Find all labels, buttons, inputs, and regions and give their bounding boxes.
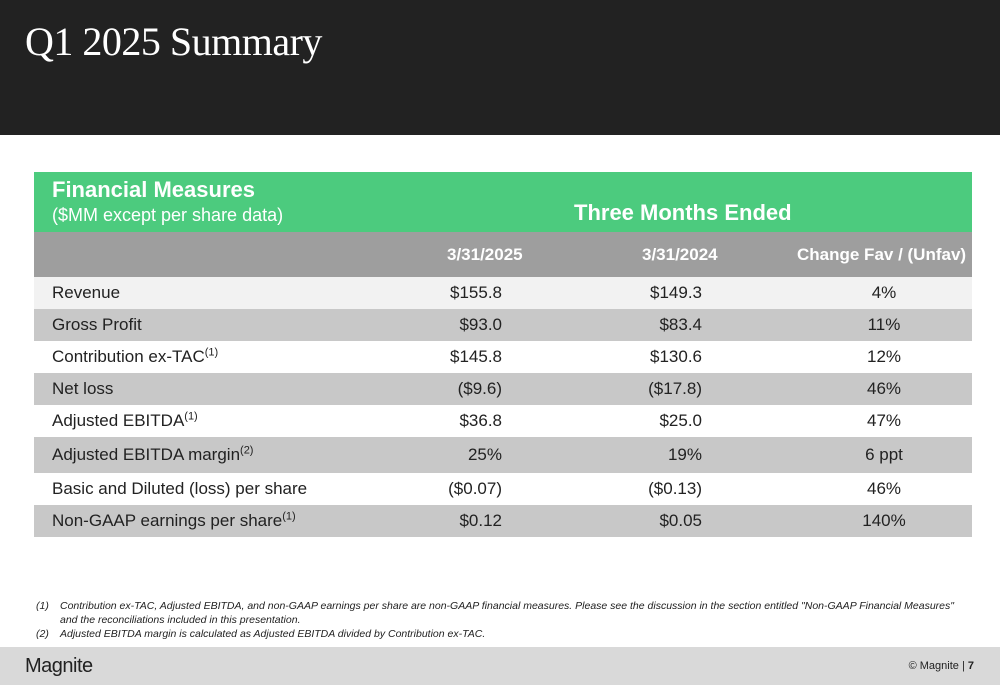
row-label-text: Gross Profit — [52, 315, 142, 334]
value-2024: 19% — [667, 445, 702, 464]
value-2024: ($0.13) — [648, 479, 702, 498]
value-2025: ($9.6) — [457, 379, 502, 398]
row-label: Adjusted EBITDA margin(2) — [52, 445, 253, 465]
table-title: Financial Measures — [52, 177, 255, 202]
value-2025: $0.12 — [459, 511, 502, 530]
value-change: 11% — [867, 315, 901, 334]
footnote-ref: (2) — [240, 444, 254, 457]
footnote-ref: (1) — [282, 510, 296, 523]
row-label: Non-GAAP earnings per share(1) — [52, 511, 296, 531]
row-label: Contribution ex-TAC(1) — [52, 347, 218, 367]
value-2024: $25.0 — [659, 411, 702, 430]
footnote-ref: (1) — [184, 410, 198, 423]
period-header: Three Months Ended — [574, 200, 792, 225]
row-label: Revenue — [52, 283, 120, 303]
value-change: 12% — [866, 347, 902, 366]
value-2024: $149.3 — [650, 283, 702, 302]
row-label-text: Non-GAAP earnings per share — [52, 511, 283, 530]
value-change: 6 ppt — [865, 445, 903, 464]
footnote-1: (1) Contribution ex-TAC, Adjusted EBITDA… — [36, 599, 966, 627]
page-number: 7 — [967, 660, 974, 672]
row-label: Gross Profit — [52, 315, 142, 335]
table-subtitle: ($MM except per share data) — [52, 205, 284, 225]
magnite-logo: Magnite — [25, 655, 93, 677]
table-title-band: Financial Measures ($MM except per share… — [34, 172, 972, 232]
financial-measures-table: Financial Measures ($MM except per share… — [34, 172, 972, 537]
value-2025: $93.0 — [459, 315, 502, 334]
row-label-text: Contribution ex-TAC — [52, 347, 205, 366]
value-2024: $130.6 — [650, 347, 702, 366]
column-header-2025: 3/31/2025 — [447, 245, 523, 264]
value-2025: $155.8 — [450, 283, 502, 302]
value-change: 47% — [866, 411, 902, 430]
column-header-change: Change Fav / (Unfav) — [797, 245, 967, 264]
footnote-ref: (1) — [204, 346, 219, 359]
value-2024: ($17.8) — [648, 379, 702, 398]
footnote-marker: (2) — [36, 628, 49, 640]
row-label-text: Adjusted EBITDA margin — [52, 445, 241, 464]
table-row: Non-GAAP earnings per share(1) $0.12 $0.05… — [34, 505, 972, 537]
footnote-2: (2) Adjusted EBITDA margin is calculated… — [36, 627, 966, 641]
value-2025: $145.8 — [450, 347, 502, 366]
value-change: 4% — [871, 283, 897, 302]
table-body: Revenue $155.8 $149.3 4% Gross Profit $93.0 $8… — [34, 277, 972, 537]
value-change: 140% — [862, 511, 906, 530]
row-label-text: Net loss — [52, 379, 114, 398]
column-header-2024: 3/31/2024 — [642, 245, 718, 264]
footnotes: (1) Contribution ex-TAC, Adjusted EBITDA… — [36, 599, 966, 641]
table-row: Adjusted EBITDA margin(2) 25% 19% 6 ppt — [34, 437, 972, 473]
row-label-text: Adjusted EBITDA — [52, 411, 185, 430]
footnote-marker: (1) — [36, 600, 49, 612]
row-label: Basic and Diluted (loss) per share — [52, 479, 307, 499]
value-2024: $0.05 — [659, 511, 702, 530]
column-header-row: 3/31/2025 3/31/2024 Change Fav / (Unfav) — [34, 232, 972, 277]
value-2025: ($0.07) — [448, 479, 502, 498]
value-change: 46% — [866, 379, 902, 398]
table-row: Revenue $155.8 $149.3 4% — [34, 277, 972, 309]
value-2024: $83.4 — [659, 315, 702, 334]
footer-bar: Magnite © Magnite | 7 — [0, 647, 1000, 685]
table-row: Adjusted EBITDA(1) $36.8 $25.0 47% — [34, 405, 972, 437]
footnote-text: Contribution ex-TAC, Adjusted EBITDA, an… — [60, 600, 954, 626]
row-label-text: Basic and Diluted (loss) per share — [52, 479, 308, 498]
table-row: Contribution ex-TAC(1) $145.8 $130.6 12% — [34, 341, 972, 373]
row-label: Adjusted EBITDA(1) — [52, 411, 198, 431]
table-row: Gross Profit $93.0 $83.4 11% — [34, 309, 972, 341]
value-change: 46% — [866, 479, 902, 498]
header-bar: Q1 2025 Summary — [0, 0, 1000, 135]
page-title: Q1 2025 Summary — [25, 19, 322, 64]
value-2025: $36.8 — [459, 411, 502, 430]
value-2025: 25% — [467, 445, 502, 464]
row-label: Net loss — [52, 379, 113, 399]
copyright-text: © Magnite | — [908, 660, 965, 672]
copyright: © Magnite | 7 — [909, 660, 974, 672]
table-row: Basic and Diluted (loss) per share ($0.07… — [34, 473, 972, 505]
footnote-text: Adjusted EBITDA margin is calculated as … — [60, 628, 486, 640]
table-row: Net loss ($9.6) ($17.8) 46% — [34, 373, 972, 405]
row-label-text: Revenue — [52, 283, 121, 302]
